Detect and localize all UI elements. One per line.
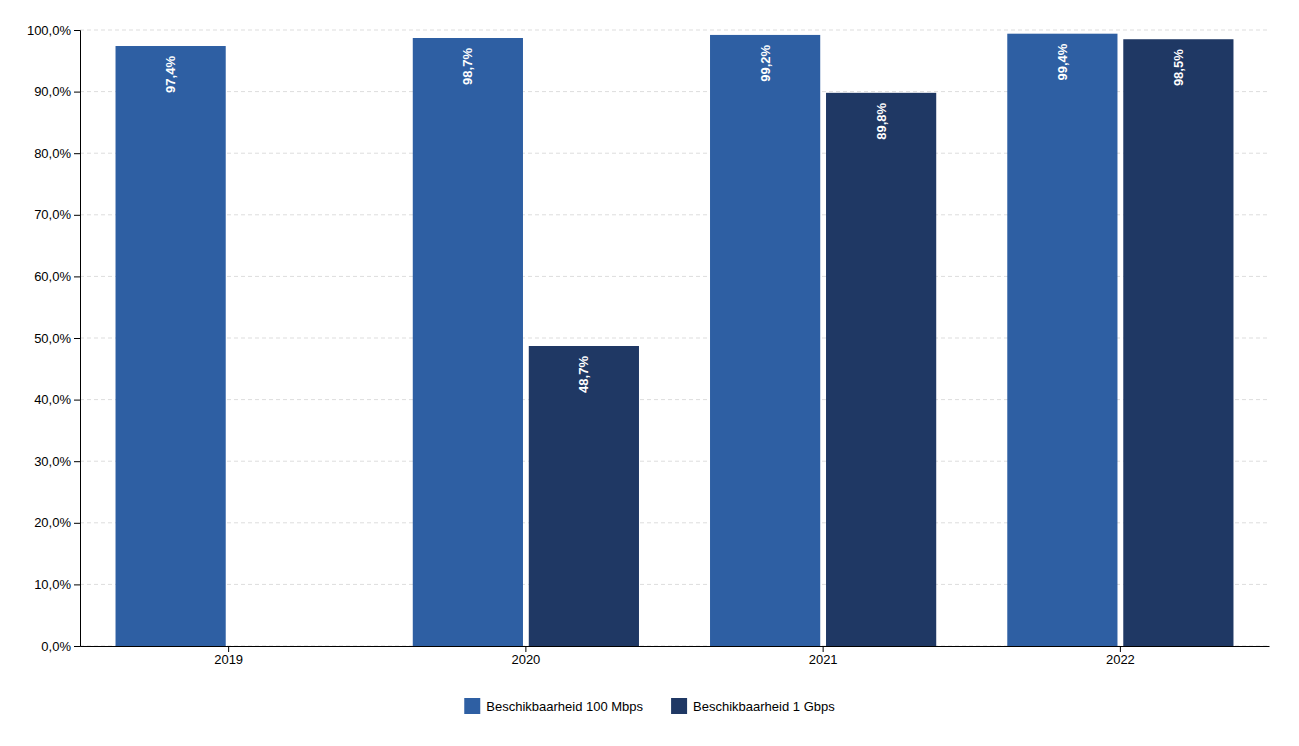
data-label: 98,7% <box>460 48 475 85</box>
legend-label: Beschikbaarheid 100 Mbps <box>486 699 643 714</box>
bar <box>710 35 820 646</box>
y-tick-mark <box>74 646 80 647</box>
y-tick-mark <box>74 523 80 524</box>
y-tick: 60,0% <box>34 269 80 284</box>
x-tick-label: 2022 <box>1106 652 1135 667</box>
y-tick-mark <box>74 153 80 154</box>
y-tick: 80,0% <box>34 146 80 161</box>
x-tick-label: 2020 <box>511 652 540 667</box>
bar <box>116 46 226 646</box>
x-tick-mark <box>1120 646 1121 652</box>
x-tick-mark <box>823 646 824 652</box>
x-tick-label: 2019 <box>214 652 243 667</box>
x-tick-mark <box>525 646 526 652</box>
bar <box>826 93 936 646</box>
grid <box>80 30 1269 646</box>
y-tick: 10,0% <box>34 577 80 592</box>
legend-item: Beschikbaarheid 1 Gbps <box>671 698 835 714</box>
data-label: 99,4% <box>1055 43 1070 80</box>
y-tick: 70,0% <box>34 207 80 222</box>
chart: 0,0% 10,0% 20,0% 30,0% 40,0% 50,0% 60,0% 70,0% 8… <box>0 0 1299 746</box>
bar <box>529 346 639 646</box>
data-labels: 97,4% 98,7% 99,2% 99,4% 48,7% 89,8% 98,5% <box>163 43 1186 393</box>
data-label: 99,2% <box>758 45 773 82</box>
y-tick-label: 70,0% <box>34 207 71 222</box>
y-tick-label: 60,0% <box>34 269 71 284</box>
x-tick-label: 2021 <box>809 652 838 667</box>
y-tick: 0,0% <box>41 639 80 654</box>
x-axis: 2019 2020 2021 2022 <box>81 646 1270 667</box>
legend-label: Beschikbaarheid 1 Gbps <box>693 699 835 714</box>
y-tick-mark <box>74 461 80 462</box>
y-tick-mark <box>74 584 80 585</box>
y-tick-mark <box>74 276 80 277</box>
x-axis-line <box>81 646 1270 647</box>
y-tick-label: 10,0% <box>34 577 71 592</box>
y-tick-mark <box>74 215 80 216</box>
data-label: 98,5% <box>1171 49 1186 86</box>
y-tick-label: 0,0% <box>41 639 71 654</box>
legend-swatch <box>464 698 480 714</box>
y-tick-mark <box>74 92 80 93</box>
data-label: 48,7% <box>576 356 591 393</box>
grid-line <box>80 30 1269 31</box>
x-tick: 2019 <box>214 646 243 667</box>
legend: Beschikbaarheid 100 Mbps Beschikbaarheid … <box>464 698 835 714</box>
legend-swatch <box>671 698 687 714</box>
bar <box>413 38 523 646</box>
y-tick-label: 80,0% <box>34 146 71 161</box>
y-axis-line <box>74 31 81 647</box>
bars <box>116 34 1234 646</box>
y-tick-label: 30,0% <box>34 454 71 469</box>
y-tick: 30,0% <box>34 454 80 469</box>
data-label: 89,8% <box>874 102 889 139</box>
y-tick: 90,0% <box>34 84 80 99</box>
bar <box>1007 34 1117 646</box>
y-tick-label: 100,0% <box>27 23 72 38</box>
bar <box>1123 39 1233 646</box>
x-tick: 2021 <box>809 646 838 667</box>
data-label: 97,4% <box>163 56 178 93</box>
y-tick: 40,0% <box>34 392 80 407</box>
y-tick-mark <box>74 400 80 401</box>
x-tick: 2020 <box>511 646 540 667</box>
y-axis: 0,0% 10,0% 20,0% 30,0% 40,0% 50,0% 60,0% 70,0% 8… <box>27 23 81 654</box>
y-tick-label: 50,0% <box>34 331 71 346</box>
y-tick: 20,0% <box>34 515 80 530</box>
y-tick-mark <box>74 338 80 339</box>
x-tick: 2022 <box>1106 646 1135 667</box>
y-tick-label: 90,0% <box>34 84 71 99</box>
x-tick-mark <box>228 646 229 652</box>
y-tick-mark <box>74 30 80 31</box>
y-tick: 50,0% <box>34 331 80 346</box>
y-tick: 100,0% <box>27 23 80 38</box>
legend-item: Beschikbaarheid 100 Mbps <box>464 698 643 714</box>
y-tick-label: 20,0% <box>34 515 71 530</box>
y-tick-label: 40,0% <box>34 392 71 407</box>
